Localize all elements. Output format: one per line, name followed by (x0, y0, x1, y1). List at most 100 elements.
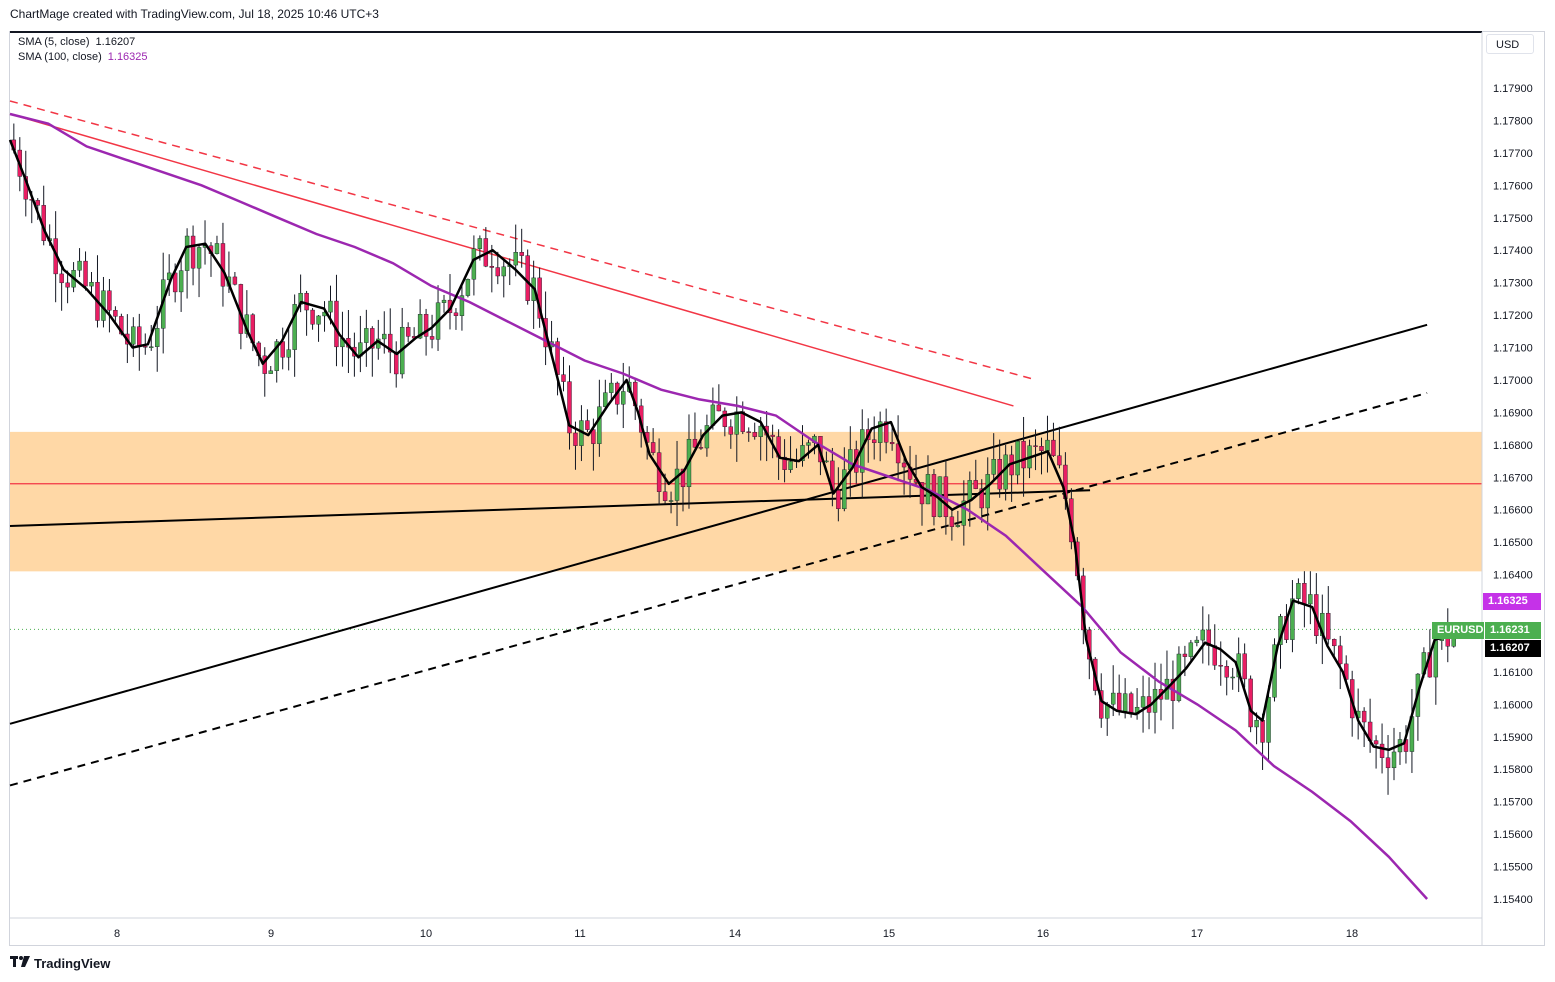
price-tick-label: 1.17200 (1493, 310, 1533, 322)
candle-body (513, 252, 518, 266)
trendline-2 (9, 323, 1428, 725)
footer-brand-text: TradingView (34, 956, 111, 971)
candle-body (155, 328, 160, 347)
sma5-price-tag: 1.16207 (1485, 640, 1541, 657)
candle-body (113, 310, 118, 317)
candle-body (459, 295, 465, 316)
time-tick-label: 16 (1037, 928, 1049, 940)
price-tick-label: 1.16600 (1493, 505, 1533, 517)
candle-body (310, 309, 315, 325)
candle-body (650, 442, 656, 453)
candle-body (149, 346, 154, 348)
candle-body (746, 431, 751, 433)
price-tick-label: 1.16400 (1493, 570, 1533, 582)
candle-body (1057, 455, 1062, 466)
candle-body (489, 265, 495, 268)
sma5-label: SMA (5, close) (18, 36, 90, 48)
sma100-label: SMA (100, close) (18, 51, 102, 63)
trendline-3 (9, 391, 1428, 787)
candle-body (214, 243, 220, 254)
price-tick-label: 1.17900 (1493, 83, 1533, 95)
candle-body (1003, 454, 1008, 490)
candle-body (394, 351, 399, 375)
candle-body (1224, 666, 1229, 678)
candle-body (417, 314, 423, 339)
candle-body (585, 420, 590, 430)
price-tick-label: 1.17500 (1493, 213, 1533, 225)
candle-body (137, 326, 142, 347)
candle-body (1188, 642, 1194, 657)
candle-body (364, 328, 369, 343)
candle-body (1302, 583, 1307, 605)
indicator-legend: SMA (5, close) 1.16207 SMA (100, close) 1.… (18, 35, 148, 65)
candle-body (609, 382, 614, 393)
candle-body (1116, 692, 1122, 712)
candle-body (220, 243, 226, 287)
candle-body (692, 438, 698, 448)
candle-body (388, 333, 393, 353)
candle-body (752, 432, 757, 437)
candle-body (107, 290, 112, 311)
candle-body (758, 425, 763, 437)
candle-body (919, 482, 925, 505)
candle-body (1015, 440, 1020, 476)
candle-body (573, 432, 578, 446)
sma100-price-tag: 1.16325 (1483, 593, 1541, 610)
time-tick-label: 17 (1191, 928, 1203, 940)
candle-body (1326, 612, 1331, 640)
candle-body (901, 462, 907, 468)
candle-body (59, 273, 64, 284)
candle-body (1033, 445, 1038, 447)
candle-body (668, 500, 674, 502)
candle-body (268, 370, 273, 374)
candle-body (382, 333, 387, 340)
price-tick-label: 1.16000 (1493, 699, 1533, 711)
price-tick-label: 1.17600 (1493, 180, 1533, 192)
candle-body (979, 488, 984, 509)
currency-label[interactable]: USD (1486, 34, 1534, 54)
candle-body (1122, 693, 1128, 712)
candle-body (973, 480, 978, 489)
candle-body (190, 235, 196, 269)
candle-body (872, 439, 877, 443)
candle-body (280, 341, 285, 358)
candle-body (1260, 720, 1265, 743)
time-tick-label: 15 (883, 928, 895, 940)
candle-body (1200, 629, 1206, 641)
candle-body (597, 406, 602, 444)
candle-body (985, 474, 990, 509)
candle-body (800, 445, 805, 462)
candle-body (1296, 583, 1301, 599)
candle-body (877, 421, 883, 443)
candle-body (119, 316, 124, 335)
candle-body (453, 312, 459, 316)
tradingview-logo-icon (10, 956, 30, 971)
trendline-0 (9, 113, 1014, 407)
candle-body (495, 267, 500, 277)
sma5-legend[interactable]: SMA (5, close) 1.16207 (18, 35, 148, 50)
candle-body (1045, 439, 1050, 451)
candle-body (567, 381, 572, 434)
candle-body (65, 282, 70, 288)
candle-body (1194, 639, 1200, 643)
price-tick-label: 1.17800 (1493, 115, 1533, 127)
price-tick-label: 1.17400 (1493, 245, 1533, 257)
candle-body (1140, 696, 1146, 708)
candle-body (1332, 639, 1337, 647)
time-tick-label: 11 (574, 928, 585, 940)
candle-body (949, 516, 955, 527)
candle-body (734, 411, 739, 435)
price-tick-label: 1.15700 (1493, 797, 1533, 809)
price-tick-label: 1.16800 (1493, 440, 1533, 452)
sma100-legend[interactable]: SMA (100, close) 1.16325 (18, 50, 148, 65)
candle-body (423, 314, 429, 337)
candle-body (674, 468, 680, 501)
candle-body (334, 300, 339, 348)
sma5-value: 1.16207 (95, 36, 136, 48)
candle-body (232, 276, 238, 285)
price-tick-label: 1.16100 (1493, 667, 1533, 679)
candle-body (304, 292, 309, 311)
candle-body (1182, 653, 1188, 657)
candle-body (561, 374, 566, 382)
